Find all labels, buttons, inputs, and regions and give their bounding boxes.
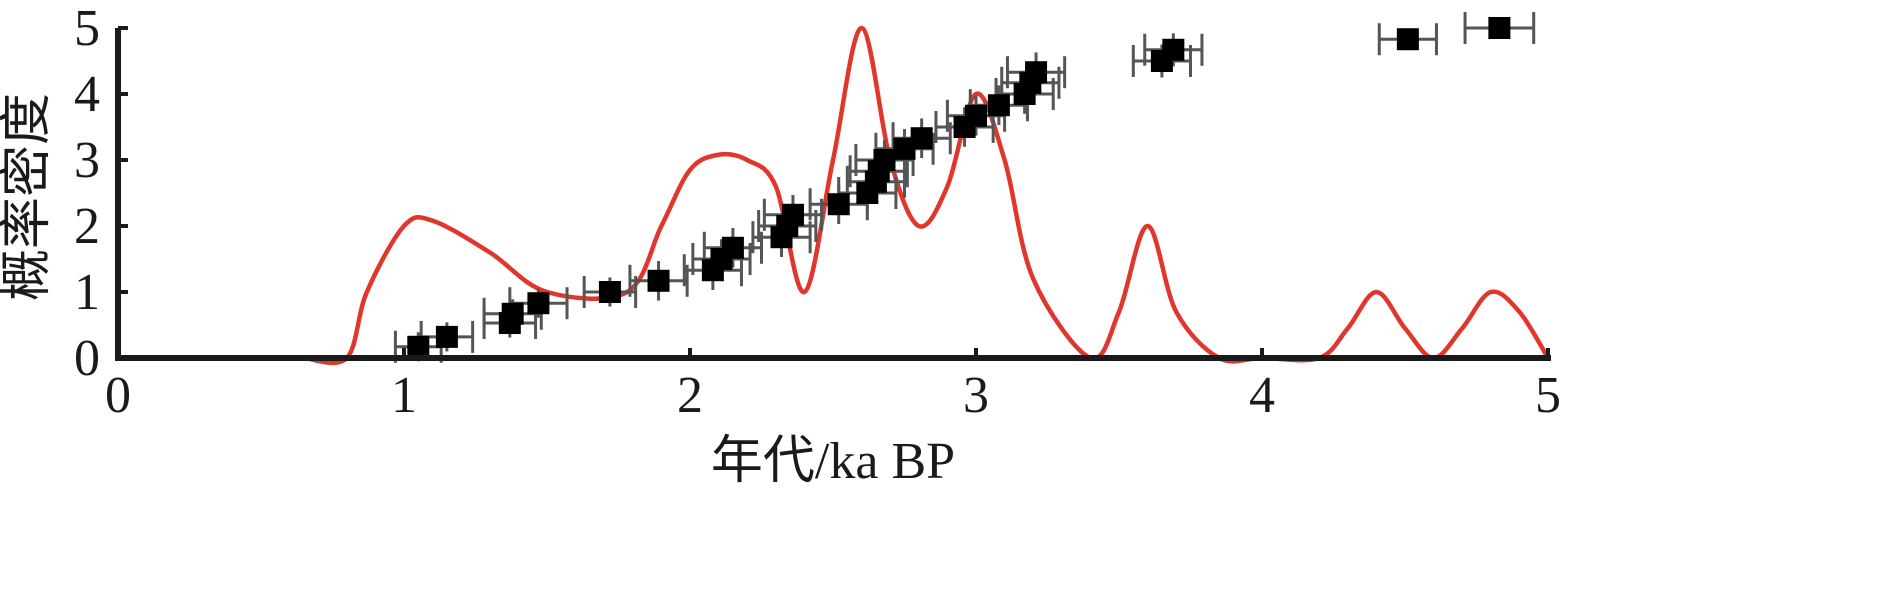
sample-point (873, 149, 896, 171)
x-tick-label: 0 (105, 367, 131, 424)
sample-point (407, 335, 430, 358)
sample-point (893, 137, 916, 160)
y-tick-label: 0 (74, 330, 100, 387)
probability-density-curve (303, 25, 1550, 366)
sample-point (987, 94, 1010, 117)
sample-point (527, 292, 550, 315)
sample-point (781, 203, 804, 226)
sample-point (1025, 61, 1048, 84)
sample-point (1488, 17, 1511, 39)
y-tick-label: 3 (74, 132, 100, 189)
x-axis-ticks: 0 1 2 3 4 5 (105, 348, 1561, 424)
sample-point (910, 127, 933, 150)
sample-point (501, 302, 524, 325)
sample-point (598, 281, 621, 303)
x-tick-label: 4 (1249, 367, 1275, 424)
y-tick-label: 1 (74, 264, 100, 321)
x-tick-label: 1 (391, 367, 417, 424)
y-tick-label: 5 (74, 0, 100, 57)
sample-point (647, 269, 670, 292)
sample-point-layer (407, 17, 1511, 358)
sample-point (1396, 28, 1419, 51)
x-tick-label: 3 (963, 367, 989, 424)
sample-point (827, 193, 850, 216)
y-axis-title: 概率密度 (0, 93, 56, 301)
y-axis-ticks: 0 1 2 3 4 5 (74, 0, 128, 387)
sample-point (1162, 38, 1185, 61)
error-bar-layer (393, 12, 1536, 363)
sample-point (721, 236, 744, 259)
x-axis-title: 年代/ka BP (711, 433, 955, 490)
density-curve-layer (303, 25, 1550, 366)
sample-point (435, 325, 458, 348)
y-tick-label: 4 (74, 66, 100, 123)
x-tick-label: 2 (677, 367, 703, 424)
x-tick-label: 5 (1535, 367, 1561, 424)
axes (115, 28, 1551, 361)
sample-point (965, 104, 987, 127)
y-tick-label: 2 (74, 198, 100, 255)
